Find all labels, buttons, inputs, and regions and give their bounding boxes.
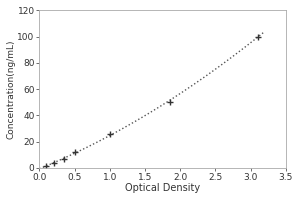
X-axis label: Optical Density: Optical Density [125,183,200,193]
Y-axis label: Concentration(ng/mL): Concentration(ng/mL) [7,39,16,139]
